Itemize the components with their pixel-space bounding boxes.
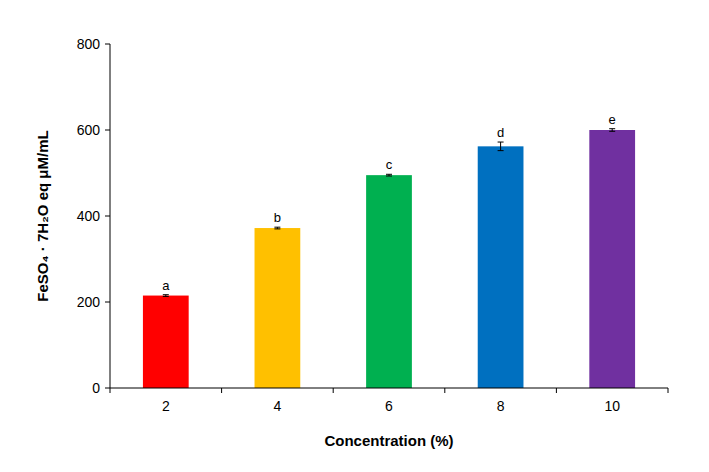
bar: [255, 228, 301, 388]
annotation: d: [497, 125, 504, 140]
chart: a b c d e 0 200 400 600 800 2 4 6 8 10 Concentration (%…: [0, 0, 709, 472]
y-tick-label: 400: [77, 208, 101, 224]
annotation: e: [609, 112, 616, 127]
x-tick: [333, 388, 334, 393]
bar: [143, 296, 189, 388]
y-tick-label: 0: [92, 380, 100, 396]
annotation: b: [274, 210, 281, 225]
error-bar: [274, 227, 280, 229]
y-tick-label: 600: [77, 122, 101, 138]
x-tick: [556, 388, 557, 393]
error-bar: [386, 174, 392, 176]
bars: [143, 129, 635, 388]
x-tick-label: 4: [274, 398, 282, 414]
x-tick: [110, 388, 111, 393]
x-tick-label: 2: [162, 398, 170, 414]
x-tick-label: 6: [385, 398, 393, 414]
y-tick: [105, 216, 110, 217]
error-bar: [163, 295, 169, 297]
y-tick: [105, 388, 110, 389]
annotation: a: [162, 278, 170, 293]
x-tick-label: 10: [604, 398, 620, 414]
error-bar: [609, 129, 615, 132]
x-axis-title: Concentration (%): [324, 432, 453, 449]
x-tick-label: 8: [497, 398, 505, 414]
annotation: c: [386, 157, 393, 172]
x-tick: [668, 388, 669, 393]
y-tick: [105, 302, 110, 303]
error-bar: [498, 142, 504, 151]
bar: [478, 146, 524, 388]
x-axis: [110, 388, 668, 389]
y-tick-label: 800: [77, 36, 101, 52]
bar: [589, 130, 635, 388]
y-tick: [105, 44, 110, 45]
y-tick: [105, 130, 110, 131]
chart-container: a b c d e 0 200 400 600 800 2 4 6 8 10 Concentration (%…: [0, 0, 709, 472]
x-tick: [221, 388, 222, 393]
bar: [366, 175, 412, 388]
x-tick: [444, 388, 445, 393]
y-axis-title: FeSO₄ · 7H₂O eq μM/mL: [34, 130, 51, 301]
y-tick-label: 200: [77, 294, 101, 310]
